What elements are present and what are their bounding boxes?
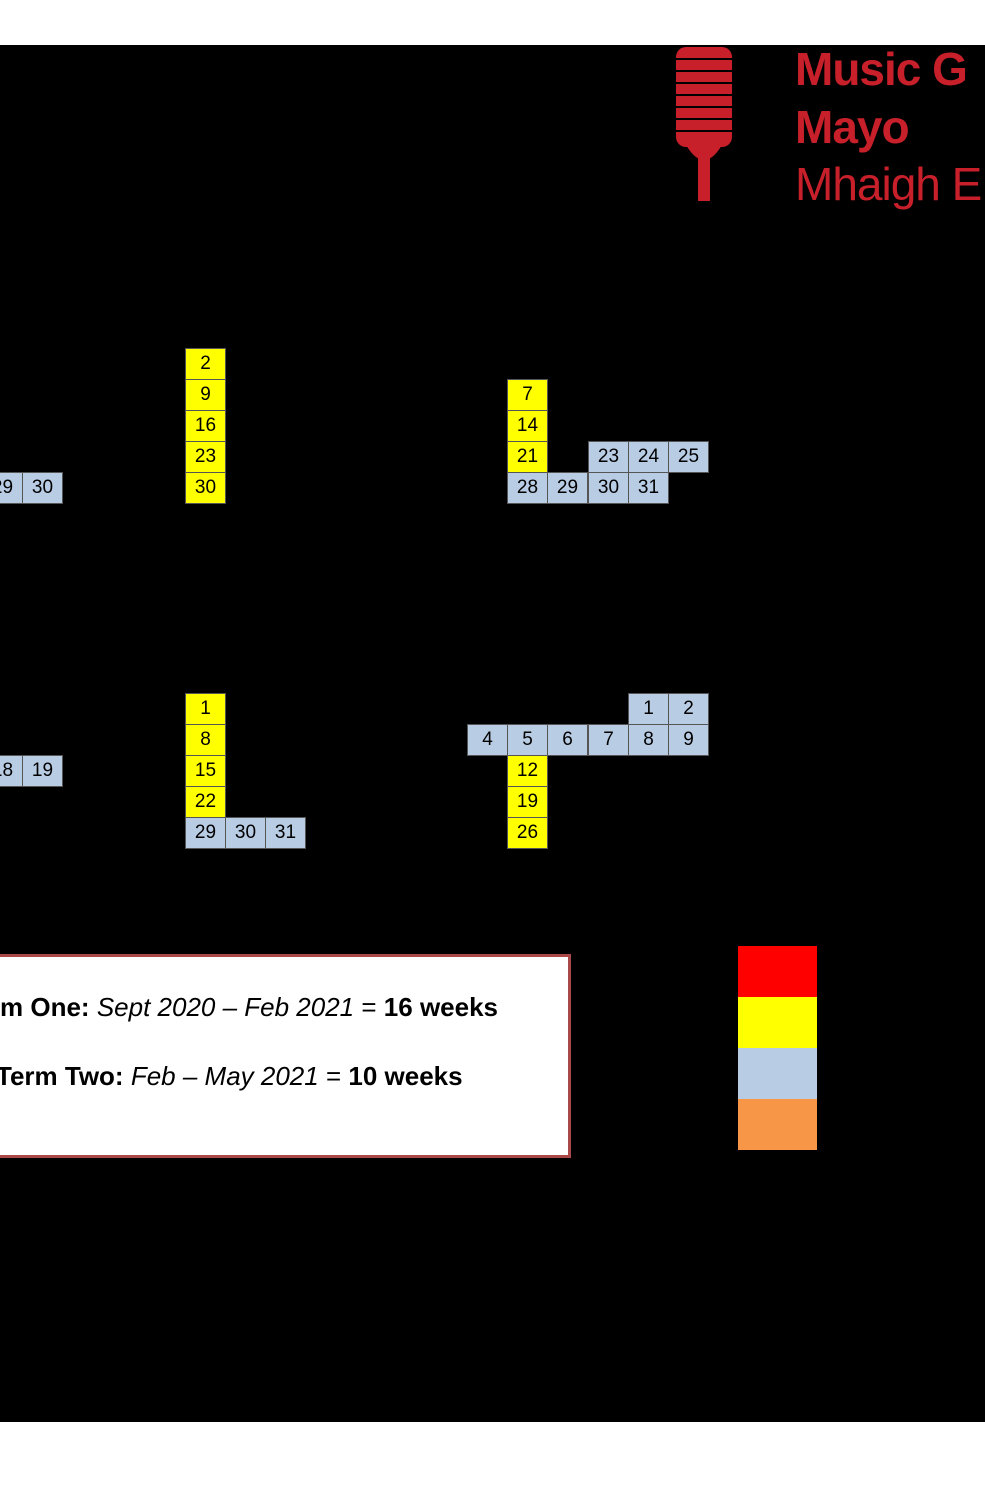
calendar-cell: 25 [668, 441, 709, 473]
logo-text: Mhaigh E [795, 158, 982, 210]
term-equals: = [325, 1061, 342, 1091]
calendar-cell: 2 [185, 348, 226, 380]
term-line: Term Two: Feb – May 2021 = 10 weeks [0, 1061, 463, 1092]
calendar-cell: 29 [185, 817, 226, 849]
term-length: 10 weeks [348, 1061, 463, 1091]
calendar-cell: 9 [668, 724, 709, 756]
calendar-cell: 5 [507, 724, 548, 756]
calendar-cell: 19 [22, 755, 63, 787]
calendar-cell: 2 [668, 693, 709, 725]
term-length: 16 weeks [383, 992, 499, 1022]
legend-swatch [738, 1048, 817, 1099]
legend-swatch [738, 946, 817, 997]
calendar-cell: 8 [185, 724, 226, 756]
term-box [0, 954, 571, 1158]
calendar-cell: 8 [628, 724, 669, 756]
calendar-cell: 26 [507, 817, 548, 849]
term-label: m One: [0, 992, 90, 1022]
term-equals: = [361, 992, 377, 1022]
calendar-cell: 7 [507, 379, 548, 411]
calendar-cell: 12 [507, 755, 548, 787]
calendar-cell: 30 [225, 817, 266, 849]
calendar-cell: 21 [507, 441, 548, 473]
term-line: m One: Sept 2020 – Feb 2021 = 16 weeks [0, 992, 498, 1023]
calendar-cell: 4 [467, 724, 508, 756]
calendar-cell: 19 [507, 786, 548, 818]
logo-icon [676, 47, 732, 201]
calendar-cell: 24 [628, 441, 669, 473]
calendar-cell: 14 [507, 410, 548, 442]
calendar-cell: 30 [588, 472, 629, 504]
calendar-cell: 23 [588, 441, 629, 473]
calendar-cell: 7 [588, 724, 629, 756]
calendar-cell: 16 [185, 410, 226, 442]
calendar-cell: 6 [547, 724, 588, 756]
calendar-cell: 18 [0, 755, 23, 787]
term-label: Term Two: [0, 1061, 124, 1091]
calendar-cell: 9 [185, 379, 226, 411]
calendar-cell: 30 [22, 472, 63, 504]
calendar-cell: 31 [628, 472, 669, 504]
logo-text: Music G [795, 43, 968, 95]
term-period: Feb – May 2021 [130, 1061, 319, 1091]
calendar-cell: 22 [185, 786, 226, 818]
calendar-cell: 29 [0, 472, 23, 504]
calendar-cell: 29 [547, 472, 588, 504]
calendar-cell: 28 [507, 472, 548, 504]
legend-swatch [738, 1099, 817, 1150]
term-period: Sept 2020 – Feb 2021 [96, 992, 355, 1022]
calendar-cell: 1 [628, 693, 669, 725]
calendar-cell: 31 [265, 817, 306, 849]
calendar-cell: 30 [185, 472, 226, 504]
calendar-cell: 15 [185, 755, 226, 787]
calendar-cell: 1 [185, 693, 226, 725]
calendar-cell: 23 [185, 441, 226, 473]
legend-swatch [738, 997, 817, 1048]
logo-text: Mayo [795, 101, 910, 153]
